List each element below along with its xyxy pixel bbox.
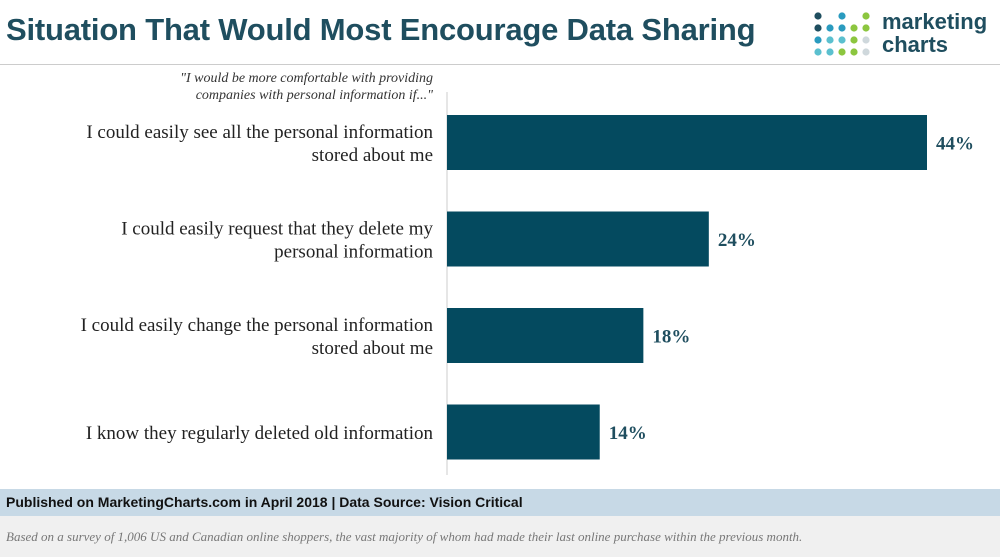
logo-dot xyxy=(814,36,822,44)
chart-subtitle: "I would be more comfortable with provid… xyxy=(100,70,433,104)
logo-dot xyxy=(838,36,846,44)
source-footer: Published on MarketingCharts.com in Apri… xyxy=(0,489,1000,516)
category-label-1-line-2: stored about me xyxy=(312,145,433,166)
header-divider xyxy=(0,64,1000,65)
bar-4 xyxy=(447,404,600,460)
logo-text-line1: marketing xyxy=(882,9,988,34)
marketingcharts-logo: marketing charts xyxy=(812,10,992,62)
methodology-footnote: Based on a survey of 1,006 US and Canadi… xyxy=(0,516,1000,557)
category-label-1-line-1: I could easily see all the personal info… xyxy=(86,122,433,143)
logo-dot xyxy=(838,48,846,56)
logo-dot xyxy=(814,24,822,32)
bar-1 xyxy=(447,115,927,170)
value-label-1: 44% xyxy=(936,134,974,155)
bar-2 xyxy=(447,211,709,267)
category-label-4-line-1: I know they regularly deleted old inform… xyxy=(86,423,434,444)
bar-3 xyxy=(447,308,644,363)
chart-title: Situation That Would Most Encourage Data… xyxy=(6,12,756,47)
logo-dot xyxy=(826,24,834,32)
logo-dot xyxy=(850,36,858,44)
logo-dot xyxy=(814,48,822,56)
bar-chart: 44% I could easily see all the personal i… xyxy=(81,92,974,475)
subtitle-line-1: "I would be more comfortable with provid… xyxy=(180,71,433,86)
category-label-3-line-2: stored about me xyxy=(312,338,433,359)
logo-dot xyxy=(862,48,870,56)
logo-dot xyxy=(850,24,858,32)
logo-dots-icon xyxy=(814,12,870,56)
logo-dot xyxy=(862,24,870,32)
logo-dot xyxy=(850,48,858,56)
category-label-3-line-1: I could easily change the personal infor… xyxy=(81,315,434,336)
subtitle-line-2: companies with personal information if..… xyxy=(195,88,433,103)
value-label-4: 14% xyxy=(609,423,647,444)
value-label-3: 18% xyxy=(652,327,690,348)
category-label-2-line-1: I could easily request that they delete … xyxy=(121,219,433,240)
logo-dot xyxy=(814,12,822,20)
logo-dot xyxy=(838,24,846,32)
logo-dot xyxy=(826,36,834,44)
value-label-2: 24% xyxy=(718,230,756,251)
logo-dot xyxy=(826,48,834,56)
logo-text-line2: charts xyxy=(882,32,949,57)
logo-dot xyxy=(838,12,846,20)
logo-dot xyxy=(862,36,870,44)
logo-dot xyxy=(862,12,870,20)
category-label-2-line-2: personal information xyxy=(274,242,433,263)
